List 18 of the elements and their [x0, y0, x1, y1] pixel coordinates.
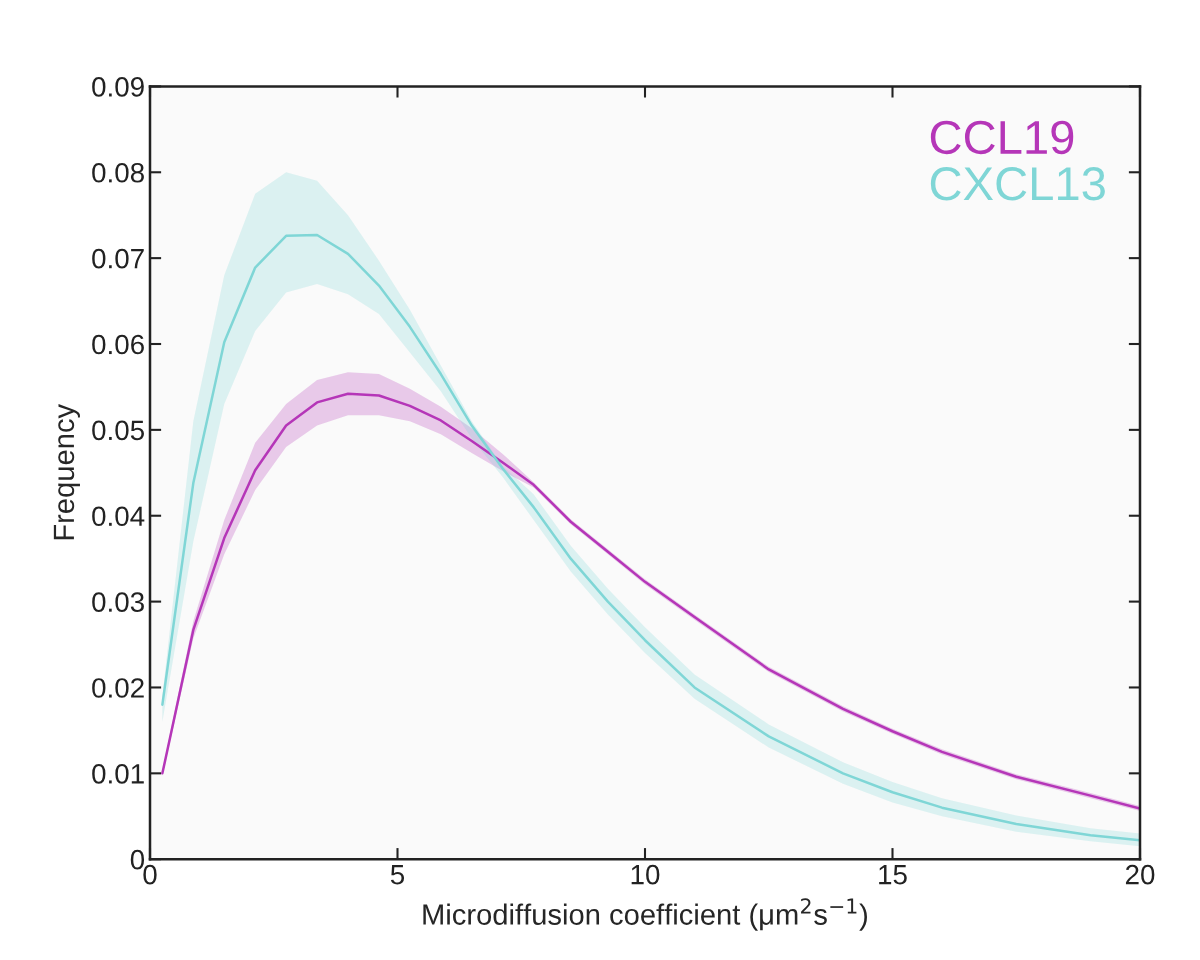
- text: CXCL13: [930, 167, 1105, 201]
- y-tick-label: 0: [130, 849, 145, 870]
- y-tick-label: 0.04: [92, 506, 145, 527]
- x-tick-label: 20: [1125, 864, 1155, 885]
- y-tick-label: 0.03: [92, 592, 144, 612]
- y-tick-label: 0.02: [92, 678, 144, 698]
- x-tick-label: 5: [390, 865, 405, 885]
- x-tick-label: 10: [631, 864, 660, 885]
- y-tick-label: 0.01: [92, 764, 144, 784]
- y-tick-label: 0.06: [92, 334, 144, 355]
- y-axis-title: Frequency: [53, 403, 80, 540]
- x-tick-label: 15: [879, 865, 907, 885]
- y-tick-label: 0.07: [92, 248, 144, 269]
- x-axis-title: Microdiffusion coefficient (μm$^{2}$s$^{−1}$): [423, 898, 867, 931]
- y-tick-label: 0.09: [92, 77, 144, 97]
- y-tick-label: 0.05: [92, 420, 144, 441]
- text: CCL19: [930, 120, 1074, 155]
- y-tick-label: 0.08: [92, 162, 144, 183]
